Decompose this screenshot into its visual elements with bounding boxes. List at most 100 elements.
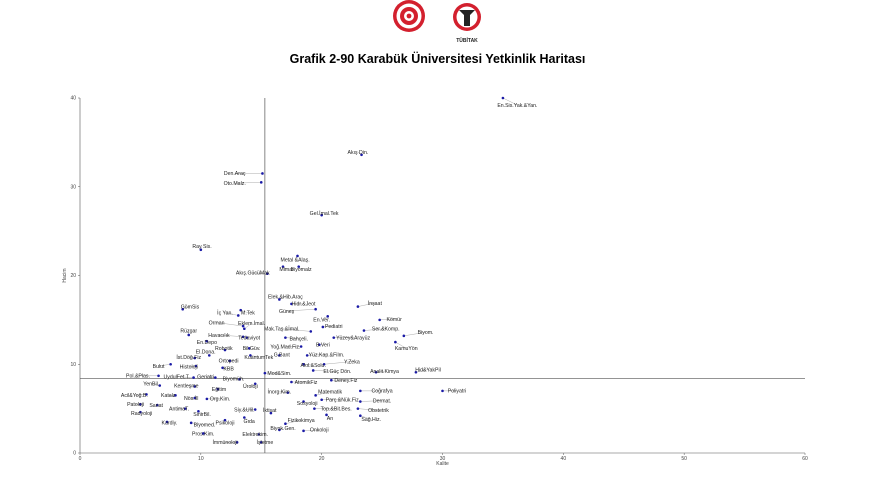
- point-label: Bahçeli.: [289, 336, 307, 342]
- x-axis-title: Kalite: [436, 461, 449, 467]
- data-point: [158, 384, 162, 387]
- point-label: Katalz: [161, 393, 176, 399]
- point-label: Poliyatri: [448, 389, 466, 395]
- point-label: İnorg.Kim.: [268, 389, 292, 396]
- leader-line: [415, 369, 429, 373]
- point-label: Akış.GücüMak: [236, 271, 270, 277]
- y-tick-label: 40: [70, 96, 76, 102]
- data-point: [320, 398, 323, 402]
- data-point: [261, 172, 264, 175]
- point-label: İç Yan.: [217, 310, 233, 317]
- point-label: Eğitim: [212, 387, 226, 393]
- data-point: [265, 272, 269, 276]
- leader-line: [313, 370, 338, 372]
- leader-line: [360, 400, 383, 402]
- data-point: [169, 362, 172, 366]
- point-label: Geriatri: [197, 374, 214, 380]
- data-point: [187, 333, 191, 337]
- data-point: [189, 421, 193, 425]
- point-label: Histoloji: [180, 365, 198, 371]
- point-label: Patoloji: [127, 402, 144, 408]
- data-point: [207, 354, 211, 357]
- data-point: [314, 307, 317, 311]
- data-point: [311, 369, 315, 372]
- data-point: [239, 308, 243, 312]
- point-label: İst.Döğ.Fiz: [176, 354, 201, 361]
- leader-line: [286, 309, 316, 312]
- data-point: [278, 428, 281, 432]
- y-tick-label: 0: [73, 451, 76, 457]
- point-label: Nös.İll: [184, 395, 198, 402]
- point-label: Dermat.: [373, 398, 391, 404]
- point-label: Deney.Fiz: [334, 378, 357, 384]
- data-point: [286, 391, 290, 394]
- point-label: Coğrafya: [372, 389, 393, 395]
- point-label: Bulut: [153, 364, 165, 370]
- point-label: Akış Din.: [348, 150, 369, 156]
- point-label: SinirBil.: [193, 412, 211, 418]
- data-point: [441, 389, 444, 393]
- data-point: [326, 315, 330, 318]
- data-point: [193, 356, 197, 360]
- data-point: [290, 380, 293, 384]
- data-point: [359, 414, 362, 418]
- point-label: Güneş: [279, 309, 295, 315]
- leader-line: [307, 354, 327, 356]
- data-point: [322, 362, 326, 366]
- point-label: Analit.Kimya: [370, 369, 399, 375]
- leader-line: [252, 272, 268, 274]
- point-label: Org.Kim.: [210, 397, 230, 403]
- x-tick-label: 30: [440, 456, 446, 462]
- point-label: Akıl.&Solu.: [301, 363, 326, 369]
- point-label: Radyoloji: [131, 411, 152, 417]
- point-label: Robotik: [215, 346, 233, 352]
- leader-line: [379, 318, 395, 321]
- data-point: [284, 336, 287, 339]
- leader-line: [322, 325, 334, 328]
- point-label: Mod&Sim.: [267, 371, 291, 377]
- data-point: [238, 378, 241, 381]
- point-label: Mak.Taş.&İmal.: [264, 326, 299, 333]
- data-point: [257, 433, 261, 436]
- data-point: [181, 307, 185, 311]
- data-point: [314, 394, 317, 397]
- data-point: [299, 345, 303, 348]
- point-label: El.Dona.: [196, 350, 216, 356]
- point-label: Kentleşme: [174, 383, 199, 389]
- point-label: Ray Sis.: [192, 244, 211, 250]
- data-point: [332, 336, 336, 339]
- data-point: [194, 364, 198, 368]
- point-label: Yoğ.Mad.Fiz.: [270, 344, 300, 350]
- data-point: [243, 327, 246, 331]
- data-point: [214, 376, 217, 379]
- leader-line: [376, 371, 385, 373]
- leader-line: [186, 385, 195, 387]
- data-point: [278, 354, 281, 357]
- point-label: İmmünoloji: [212, 439, 237, 446]
- point-label: Gıda: [244, 419, 255, 425]
- point-label: Sosyoloji: [297, 401, 318, 407]
- leader-line: [191, 422, 205, 425]
- point-label: Kömür: [387, 317, 403, 323]
- point-label: Ser.&Komp.: [372, 327, 400, 333]
- data-point: [192, 376, 195, 379]
- point-label: KuantumTek: [244, 355, 273, 361]
- y-tick-label: 10: [70, 362, 76, 368]
- data-point: [313, 407, 316, 410]
- leader-line: [216, 322, 244, 327]
- data-point: [193, 396, 197, 400]
- data-point: [321, 325, 325, 329]
- data-point: [414, 370, 418, 374]
- point-label: Arı: [327, 416, 334, 422]
- point-label: En.Sis.Yak.&Yan.: [497, 103, 537, 109]
- point-label: İnşaat: [368, 300, 383, 307]
- point-label: Biyok.Gen.: [270, 426, 295, 432]
- leader-line: [250, 355, 259, 358]
- point-label: Psikoloji: [215, 421, 234, 427]
- data-point: [243, 416, 246, 419]
- data-point: [317, 343, 321, 347]
- y-tick-label: 20: [70, 273, 76, 279]
- data-point: [236, 314, 240, 317]
- data-point: [156, 403, 159, 407]
